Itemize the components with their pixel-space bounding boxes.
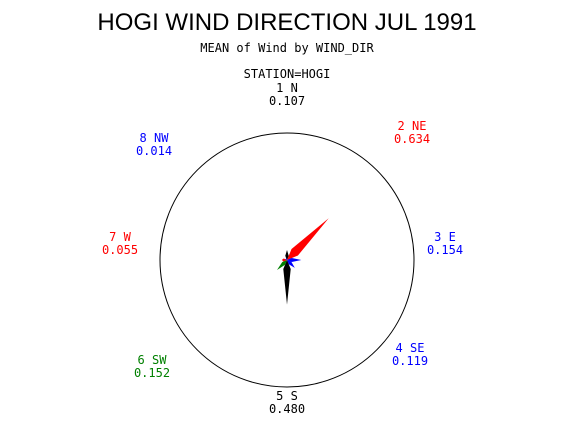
direction-label: 2 NE bbox=[398, 119, 427, 133]
direction-label: 3 E bbox=[434, 230, 456, 244]
wedge bbox=[277, 260, 287, 270]
direction-label: 8 NW bbox=[140, 131, 170, 145]
wedge bbox=[284, 257, 287, 260]
wedge bbox=[287, 260, 295, 268]
chart-subtitle: MEAN of Wind by WIND_DIR bbox=[200, 41, 374, 55]
wedge bbox=[283, 260, 291, 305]
wedge bbox=[281, 258, 287, 262]
wedge bbox=[287, 258, 302, 262]
value-label: 0.634 bbox=[394, 132, 430, 146]
value-label: 0.014 bbox=[136, 144, 172, 158]
direction-label: 4 SE bbox=[396, 341, 425, 355]
value-label: 0.055 bbox=[102, 243, 138, 257]
wedge bbox=[287, 218, 329, 260]
value-label: 0.154 bbox=[427, 243, 463, 257]
direction-label: 6 SW bbox=[138, 353, 168, 367]
chart-title: HOGI WIND DIRECTION JUL 1991 bbox=[97, 9, 476, 36]
outer-circle bbox=[159, 132, 415, 388]
direction-label: 7 W bbox=[109, 230, 131, 244]
value-label: 0.152 bbox=[134, 366, 170, 380]
value-label: 0.107 bbox=[269, 94, 305, 108]
direction-label: 1 N bbox=[276, 81, 298, 95]
direction-label: 5 S bbox=[276, 389, 298, 403]
value-label: 0.480 bbox=[269, 402, 305, 416]
station-label: STATION=HOGI bbox=[244, 67, 331, 81]
wedge bbox=[285, 250, 289, 260]
value-label: 0.119 bbox=[392, 354, 428, 368]
